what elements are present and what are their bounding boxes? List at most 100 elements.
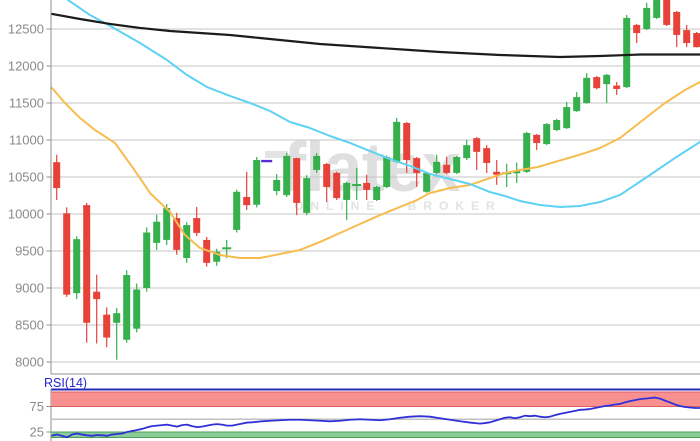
candle: [173, 212, 181, 255]
candle: [383, 155, 391, 189]
candle: [133, 283, 141, 333]
rsi-oversold-band: [51, 432, 700, 438]
candle: [233, 189, 241, 233]
candle: [123, 270, 131, 343]
candle: [463, 140, 471, 160]
candle-body: [383, 157, 391, 187]
candle-body: [333, 172, 341, 199]
candle: [533, 134, 541, 150]
candle-body: [233, 191, 241, 230]
candle: [543, 122, 551, 146]
candle-body: [633, 24, 641, 34]
candle-body: [213, 251, 221, 262]
candle-body: [533, 134, 541, 143]
candle-body: [603, 74, 611, 85]
candle-body: [113, 313, 121, 323]
candle-body: [423, 172, 431, 192]
candle-body: [133, 289, 141, 329]
candle-body: [523, 132, 531, 172]
candle: [423, 171, 431, 193]
ma-orange-line: [51, 80, 700, 260]
candle: [273, 174, 281, 196]
candle: [393, 117, 401, 163]
y-axis-label: 8000: [15, 355, 44, 370]
candle: [563, 101, 571, 129]
candle: [63, 207, 71, 297]
candle: [613, 81, 621, 95]
candle: [293, 157, 301, 216]
y-axis-label: 10500: [8, 170, 44, 185]
candle: [693, 31, 700, 48]
y-axis-label: 9500: [15, 244, 44, 259]
candle-body: [222, 247, 232, 250]
candle: [213, 248, 221, 266]
candle: [473, 137, 481, 170]
candle-body: [193, 218, 201, 233]
candle-body: [53, 162, 61, 189]
candle: [193, 206, 201, 237]
candle: [502, 163, 512, 187]
rsi-overbought-band: [51, 392, 700, 407]
y-axis-label: 12000: [8, 59, 44, 74]
candle: [603, 73, 611, 103]
candle: [343, 181, 351, 220]
candle-body: [273, 179, 281, 192]
candle-body: [693, 33, 700, 48]
candle-body: [293, 158, 301, 203]
rsi-axis-label: 75: [30, 399, 44, 414]
candle-body: [83, 205, 91, 323]
candle: [683, 24, 691, 48]
candle: [352, 168, 362, 200]
candle: [433, 154, 441, 175]
candle: [593, 75, 601, 90]
candle-body: [463, 145, 471, 159]
candle: [243, 171, 251, 210]
candle: [73, 236, 81, 300]
candle: [93, 274, 101, 344]
candle: [653, 0, 661, 20]
candle-body: [323, 164, 331, 187]
candle-body: [243, 196, 251, 206]
candle-body: [573, 97, 581, 112]
candle: [443, 156, 451, 175]
candle-body: [343, 182, 351, 200]
ma-long-black-line: [50, 12, 700, 59]
candle-body: [123, 275, 131, 340]
candle-body: [583, 77, 591, 103]
candle: [333, 171, 341, 200]
y-axis-label: 11000: [9, 133, 44, 148]
candle: [553, 118, 561, 132]
candle-body: [303, 178, 311, 213]
candle: [183, 222, 191, 263]
candle-body: [623, 17, 631, 88]
candle: [453, 155, 461, 175]
online-broker-watermark-text: ONLINE BROKER: [294, 199, 502, 213]
candle-body: [513, 171, 521, 174]
candle: [483, 145, 491, 173]
candle-body: [253, 159, 261, 205]
candle-body: [352, 184, 362, 187]
candle-body: [453, 157, 461, 173]
candle: [673, 10, 681, 48]
candle: [103, 307, 111, 348]
candle: [523, 131, 531, 173]
candle: [253, 157, 261, 208]
candle: [283, 152, 291, 197]
candle-body: [643, 7, 651, 29]
candle-body: [73, 239, 81, 294]
candle: [633, 23, 641, 44]
candle: [83, 202, 91, 343]
candle-body: [143, 232, 151, 288]
candle-body: [443, 164, 451, 173]
candle: [153, 214, 161, 250]
candle-body: [103, 314, 111, 338]
candle: [313, 152, 321, 173]
rsi-indicator-label: RSI(14): [44, 376, 88, 390]
candle-body: [283, 155, 291, 196]
candle-body: [653, 0, 661, 18]
candle-body: [563, 107, 571, 129]
candle: [513, 162, 521, 183]
candle: [623, 14, 631, 89]
